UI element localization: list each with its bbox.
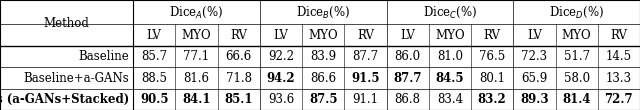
Text: 86.0: 86.0	[395, 50, 420, 63]
Text: 80.1: 80.1	[479, 72, 505, 85]
Text: 91.1: 91.1	[353, 93, 378, 106]
Text: MYO: MYO	[435, 29, 465, 42]
Text: 87.7: 87.7	[353, 50, 378, 63]
Text: Ours (a-GANs+Stacked): Ours (a-GANs+Stacked)	[0, 93, 129, 106]
Text: 83.9: 83.9	[310, 50, 336, 63]
Text: MYO: MYO	[182, 29, 211, 42]
Text: 13.3: 13.3	[606, 72, 632, 85]
Text: LV: LV	[400, 29, 415, 42]
Text: 92.2: 92.2	[268, 50, 294, 63]
Text: 85.1: 85.1	[225, 93, 253, 106]
Text: 84.5: 84.5	[436, 72, 464, 85]
Text: 86.6: 86.6	[310, 72, 336, 85]
Text: RV: RV	[357, 29, 374, 42]
Text: 89.3: 89.3	[520, 93, 548, 106]
Text: LV: LV	[527, 29, 542, 42]
Text: 14.5: 14.5	[606, 50, 632, 63]
Text: RV: RV	[230, 29, 247, 42]
Text: 81.6: 81.6	[184, 72, 209, 85]
Text: 66.6: 66.6	[225, 50, 252, 63]
Text: MYO: MYO	[562, 29, 591, 42]
Text: 83.4: 83.4	[437, 93, 463, 106]
Text: 71.8: 71.8	[226, 72, 252, 85]
Text: Dice$_D$(%): Dice$_D$(%)	[549, 5, 604, 20]
Text: 72.3: 72.3	[522, 50, 547, 63]
Text: Dice$_A$(%): Dice$_A$(%)	[170, 5, 223, 20]
Text: 86.8: 86.8	[395, 93, 420, 106]
Text: 65.9: 65.9	[521, 72, 548, 85]
Text: 85.7: 85.7	[141, 50, 167, 63]
Text: RV: RV	[611, 29, 627, 42]
Text: 81.4: 81.4	[563, 93, 591, 106]
Text: 94.2: 94.2	[267, 72, 295, 85]
Text: 87.5: 87.5	[309, 93, 337, 106]
Text: 72.7: 72.7	[605, 93, 633, 106]
Text: Baseline+a-GANs: Baseline+a-GANs	[24, 72, 129, 85]
Text: 58.0: 58.0	[564, 72, 589, 85]
Text: 83.2: 83.2	[478, 93, 506, 106]
Text: Baseline: Baseline	[79, 50, 129, 63]
Text: 81.0: 81.0	[437, 50, 463, 63]
Text: RV: RV	[484, 29, 500, 42]
Text: Dice$_B$(%): Dice$_B$(%)	[296, 5, 350, 20]
Text: 76.5: 76.5	[479, 50, 506, 63]
Text: 51.7: 51.7	[564, 50, 589, 63]
Text: LV: LV	[273, 29, 289, 42]
Text: 90.5: 90.5	[140, 93, 168, 106]
Text: 77.1: 77.1	[184, 50, 209, 63]
Text: LV: LV	[147, 29, 162, 42]
Text: MYO: MYO	[308, 29, 338, 42]
Text: 88.5: 88.5	[141, 72, 167, 85]
Text: 93.6: 93.6	[268, 93, 294, 106]
Text: 91.5: 91.5	[351, 72, 380, 85]
Text: 87.7: 87.7	[394, 72, 422, 85]
Text: 84.1: 84.1	[182, 93, 211, 106]
Text: Method: Method	[44, 17, 90, 30]
Text: Dice$_C$(%): Dice$_C$(%)	[422, 5, 477, 20]
